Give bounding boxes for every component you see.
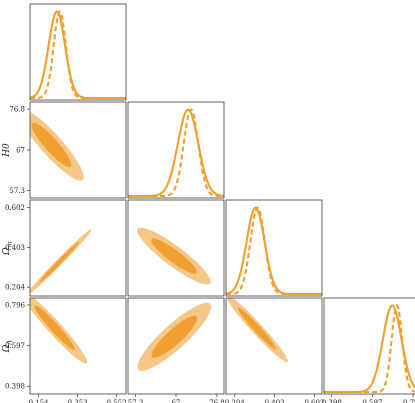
y-tick-label: 0.398: [5, 383, 25, 391]
marginal-panel-omega_lambda: [323, 297, 415, 395]
x-tick-label: 76.8: [209, 399, 225, 403]
marginal-dashed-curve-H0: [128, 108, 225, 198]
marginal-solid-curve-omega_m: [225, 206, 322, 296]
y-axis-H0: 57.3 67 76.8 H0: [2, 106, 30, 195]
marginal-panel-H0: [127, 101, 225, 199]
y-tick-label: 0.796: [5, 301, 26, 309]
marginal-dashed-curve-omega_cdm: [30, 10, 126, 100]
x-tick-label: 0.398: [322, 399, 342, 403]
x-tick-label: 67: [172, 399, 181, 403]
contour-inner-omega_cdm-omega_m: [39, 241, 80, 283]
marginal-panel-omega_cdm: [29, 3, 127, 101]
contour-inner-H0-omega_m: [151, 238, 197, 274]
panel-frame: [29, 297, 127, 395]
axis-label: ΩΛ: [2, 340, 14, 353]
x-tick-label: 0.796: [403, 399, 415, 403]
x-tick-label: 0.353: [68, 399, 88, 403]
contour-inner-omega_m-omega_lambda: [237, 307, 277, 350]
contour-inner-omega_cdm-omega_lambda: [34, 305, 75, 350]
marginal-solid-curve-omega_lambda: [324, 304, 415, 394]
contour-panel-omega_m-omega_lambda: [225, 297, 323, 395]
marginal-dashed-curve-omega_m: [226, 206, 322, 296]
y-tick-label: 0.602: [5, 204, 25, 212]
y-tick-label: 0.597: [5, 342, 25, 350]
contour-panel-omega_cdm-omega_lambda: [29, 297, 127, 395]
panel-frame: [323, 297, 415, 395]
contour-panel-H0-omega_lambda: [127, 297, 225, 395]
x-tick-label: 0.552: [107, 399, 127, 403]
y-tick-label: 0.204: [5, 284, 26, 292]
contour-panel-omega_cdm-omega_m: [29, 199, 127, 297]
x-tick-label: 57.3: [128, 399, 144, 403]
panel-frame: [225, 297, 323, 395]
panel-frame: [225, 199, 323, 297]
marginal-solid-curve-omega_cdm: [29, 10, 126, 100]
axis-label: H0: [2, 143, 12, 158]
x-tick-label: 0.403: [265, 399, 285, 403]
y-tick-label: 67: [16, 147, 25, 155]
marginal-panel-omega_m: [225, 199, 323, 297]
panel-frame: [127, 101, 225, 199]
x-tick-label: 0.602: [304, 399, 324, 403]
panel-frame: [29, 3, 127, 101]
contour-inner-H0-omega_lambda: [151, 315, 198, 358]
y-axis-omega_m: 0.204 0.403 0.602 Ωm: [2, 204, 30, 292]
x-tick-label: 0.204: [225, 399, 246, 403]
panel-frame: [127, 199, 225, 297]
y-tick-label: 0.403: [5, 244, 25, 252]
panel-frame: [29, 199, 127, 297]
x-tick-label: 0.154: [29, 399, 50, 403]
axis-label: Ωm: [2, 241, 14, 256]
marginal-dashed-curve-omega_lambda: [324, 304, 415, 394]
marginal-solid-curve-H0: [128, 108, 225, 198]
contour-inner-omega_cdm-H0: [31, 122, 72, 168]
x-tick-label: 0.597: [362, 399, 382, 403]
y-tick-label: 76.8: [9, 106, 25, 114]
y-tick-label: 57.3: [9, 187, 25, 195]
contour-panel-H0-omega_m: [127, 199, 225, 297]
y-axis-omega_lambda: 0.398 0.597 0.796 ΩΛ: [2, 301, 30, 391]
